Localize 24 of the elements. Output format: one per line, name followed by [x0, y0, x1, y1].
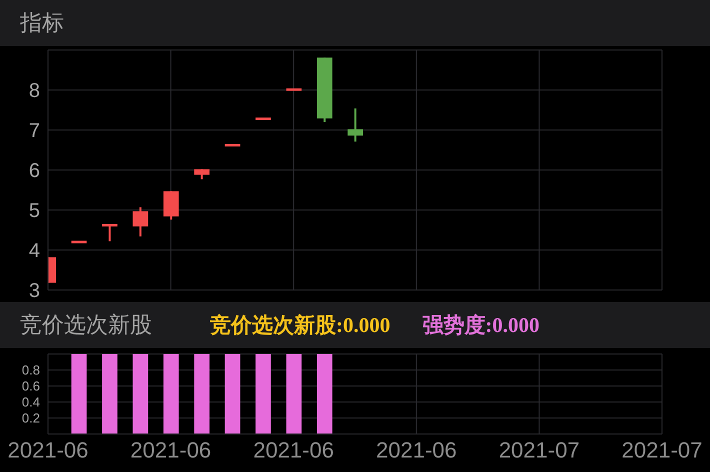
- candlestick: [194, 168, 210, 180]
- y-tick-label: 0.6: [22, 378, 40, 394]
- candlestick: [348, 107, 363, 143]
- y-tick-label: 3: [28, 280, 40, 302]
- y-tick-label: 8: [28, 80, 40, 102]
- y-tick-label: 6: [28, 160, 40, 182]
- text: 竞价选次新股:0.000: [210, 312, 390, 339]
- x-tick-label: 2021-07: [622, 438, 702, 463]
- y-tick-label: 5: [28, 200, 40, 222]
- text: 强势度:0.000: [422, 312, 540, 339]
- x-tick-label: 2021-06: [253, 438, 334, 463]
- y-tick-label: 0.4: [22, 394, 40, 410]
- x-tick-label: 2021-07: [498, 438, 580, 463]
- candlestick: [102, 224, 118, 242]
- y-tick-label: 0.2: [22, 410, 40, 426]
- y-tick-label: 7: [28, 120, 40, 142]
- chart-title: 指标: [19, 9, 65, 37]
- y-tick-label: 0.8: [22, 362, 40, 378]
- chart-title: 竞价选次新股: [19, 311, 153, 339]
- x-tick-label: 2021-06: [130, 438, 212, 463]
- candlestick: [132, 206, 148, 238]
- x-tick-label: 2021-06: [376, 438, 457, 463]
- x-tick-label: 2021-06: [8, 438, 88, 463]
- y-tick-label: 4: [28, 240, 40, 262]
